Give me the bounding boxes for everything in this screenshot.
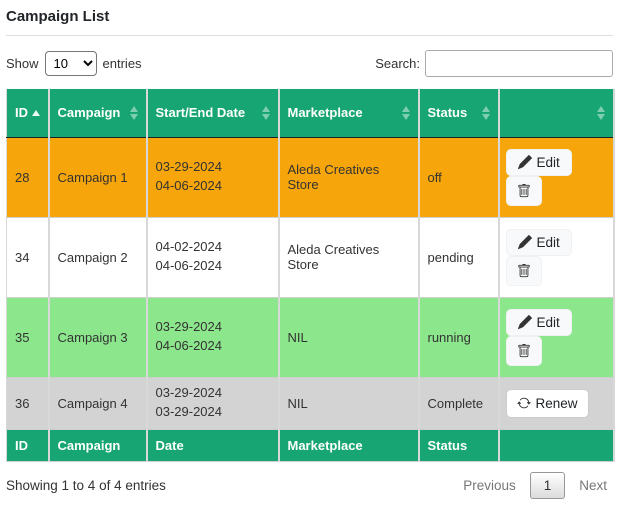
entries-summary: Showing 1 to 4 of 4 entries — [6, 477, 166, 493]
table-row: 34 Campaign 2 04-02-2024 04-06-2024 Aleda Cr… — [6, 217, 615, 298]
next-button[interactable]: Next — [579, 477, 607, 493]
footer-id: ID — [6, 428, 50, 462]
refresh-icon — [516, 396, 531, 410]
edit-button[interactable]: Edit — [505, 308, 572, 336]
date-line: 04-02-2024 — [155, 239, 223, 255]
delete-button[interactable] — [505, 175, 542, 206]
edit-button[interactable]: Edit — [505, 228, 572, 256]
delete-button[interactable] — [505, 335, 542, 366]
cell-status: pending — [418, 217, 500, 298]
footer-date: Date — [146, 428, 280, 462]
cell-marketplace: NIL — [278, 297, 420, 378]
footer-marketplace: Marketplace — [278, 428, 420, 462]
cell-marketplace: Aleda Creatives Store — [278, 217, 420, 298]
entries-label: entries — [102, 56, 142, 71]
page-1-button[interactable]: 1 — [529, 471, 566, 499]
header-id[interactable]: ID — [6, 89, 50, 138]
date-line: 03-29-2024 — [155, 385, 223, 401]
footer-actions — [498, 428, 615, 462]
cell-status: off — [418, 137, 500, 218]
date-line: 03-29-2024 — [155, 404, 223, 419]
header-start-end-date[interactable]: Start/End Date — [146, 89, 280, 138]
cell-dates: 03-29-2024 04-06-2024 — [146, 137, 280, 218]
delete-button[interactable] — [505, 255, 542, 286]
header-campaign[interactable]: Campaign — [48, 89, 148, 138]
cell-status: running — [418, 297, 500, 378]
previous-button[interactable]: Previous — [463, 477, 516, 493]
campaign-table: ID Campaign Start/End Date Marketplace — [6, 89, 615, 462]
page-length-control: Show 10 entries — [6, 51, 142, 76]
table-row: 36 Campaign 4 03-29-2024 03-29-2024 NIL Compl… — [6, 377, 615, 430]
search-label: Search: — [375, 56, 420, 71]
cell-actions: Renew — [498, 377, 615, 430]
footer-status: Status — [418, 428, 500, 462]
cell-actions: Edit — [498, 137, 615, 218]
cell-dates: 03-29-2024 04-06-2024 — [146, 297, 280, 378]
date-line: 03-29-2024 — [155, 159, 223, 175]
trash-icon — [517, 263, 531, 278]
header-marketplace[interactable]: Marketplace — [278, 89, 420, 138]
search-input[interactable] — [425, 50, 613, 77]
trash-icon — [517, 343, 531, 358]
sort-arrows-icon — [261, 105, 270, 120]
cell-id: 36 — [6, 377, 50, 430]
cell-dates: 03-29-2024 03-29-2024 — [146, 377, 280, 430]
cell-actions: Edit — [498, 217, 615, 298]
sort-arrows-icon — [596, 105, 605, 120]
pagination: Previous 1 Next — [463, 471, 613, 499]
header-status[interactable]: Status — [418, 89, 500, 138]
header-actions[interactable] — [498, 89, 615, 138]
show-label: Show — [6, 56, 39, 71]
cell-campaign: Campaign 1 — [48, 137, 148, 218]
table-body: 28 Campaign 1 03-29-2024 04-06-2024 Aleda Cr… — [6, 137, 615, 430]
cell-marketplace: Aleda Creatives Store — [278, 137, 420, 218]
sort-arrows-icon — [129, 105, 138, 120]
table-row: 35 Campaign 3 03-29-2024 04-06-2024 NIL runni… — [6, 297, 615, 378]
date-line: 04-06-2024 — [155, 258, 223, 273]
search-control: Search: — [375, 50, 613, 77]
title-divider — [6, 35, 613, 36]
cell-marketplace: NIL — [278, 377, 420, 430]
date-line: 03-29-2024 — [155, 319, 223, 335]
sort-arrows-icon — [401, 105, 410, 120]
date-line: 04-06-2024 — [155, 338, 223, 353]
page-length-select[interactable]: 10 — [44, 51, 97, 76]
cell-id: 34 — [6, 217, 50, 298]
trash-icon — [517, 183, 531, 198]
table-info-row: Showing 1 to 4 of 4 entries Previous 1 N… — [6, 471, 613, 499]
table-footer-header: ID Campaign Date Marketplace Status — [6, 428, 615, 462]
cell-id: 28 — [6, 137, 50, 218]
pencil-icon — [517, 315, 532, 329]
footer-campaign: Campaign — [48, 428, 148, 462]
table-controls: Show 10 entries Search: — [6, 50, 613, 77]
sort-arrows-icon — [481, 105, 490, 120]
pencil-icon — [517, 235, 532, 249]
sort-asc-icon — [32, 109, 40, 116]
cell-status: Complete — [418, 377, 500, 430]
table-header: ID Campaign Start/End Date Marketplace — [6, 89, 615, 138]
renew-button[interactable]: Renew — [505, 388, 589, 418]
date-line: 04-06-2024 — [155, 178, 223, 193]
edit-button[interactable]: Edit — [505, 148, 572, 176]
page-title: Campaign List — [6, 8, 110, 25]
cell-actions: Edit — [498, 297, 615, 378]
cell-campaign: Campaign 4 — [48, 377, 148, 430]
cell-campaign: Campaign 3 — [48, 297, 148, 378]
pencil-icon — [517, 155, 532, 169]
cell-id: 35 — [6, 297, 50, 378]
cell-campaign: Campaign 2 — [48, 217, 148, 298]
table-row: 28 Campaign 1 03-29-2024 04-06-2024 Aleda Cr… — [6, 137, 615, 218]
cell-dates: 04-02-2024 04-06-2024 — [146, 217, 280, 298]
